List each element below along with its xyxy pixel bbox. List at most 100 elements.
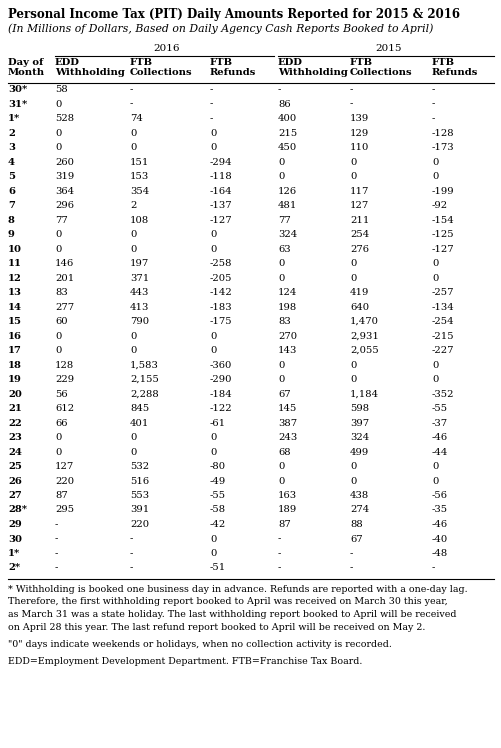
Text: -40: -40 <box>431 535 447 544</box>
Text: -254: -254 <box>431 317 454 326</box>
Text: -122: -122 <box>209 404 232 413</box>
Text: -: - <box>278 85 281 94</box>
Text: -183: -183 <box>209 302 232 311</box>
Text: 67: 67 <box>278 390 290 399</box>
Text: 0: 0 <box>55 245 61 254</box>
Text: 7: 7 <box>8 201 15 210</box>
Text: 198: 198 <box>278 302 297 311</box>
Text: 790: 790 <box>130 317 149 326</box>
Text: Day of
Month: Day of Month <box>8 58 45 77</box>
Text: Personal Income Tax (PIT) Daily Amounts Reported for 2015 & 2016: Personal Income Tax (PIT) Daily Amounts … <box>8 8 459 21</box>
Text: 29: 29 <box>8 520 22 529</box>
Text: -49: -49 <box>209 476 226 485</box>
Text: Therefore, the first withholding report booked to April was received on March 30: Therefore, the first withholding report … <box>8 598 447 607</box>
Text: 77: 77 <box>278 215 290 224</box>
Text: 220: 220 <box>130 520 149 529</box>
Text: -118: -118 <box>209 172 232 181</box>
Text: 189: 189 <box>278 506 297 515</box>
Text: 274: 274 <box>349 506 369 515</box>
Text: 0: 0 <box>278 375 284 384</box>
Text: 0: 0 <box>209 535 216 544</box>
Text: 108: 108 <box>130 215 149 224</box>
Text: 0: 0 <box>55 99 61 108</box>
Text: 354: 354 <box>130 186 149 195</box>
Text: 0: 0 <box>55 129 61 138</box>
Text: 1,470: 1,470 <box>349 317 378 326</box>
Text: -127: -127 <box>431 245 454 254</box>
Text: 0: 0 <box>431 375 437 384</box>
Text: -164: -164 <box>209 186 232 195</box>
Text: -55: -55 <box>209 491 225 500</box>
Text: -: - <box>349 549 353 558</box>
Text: 0: 0 <box>431 476 437 485</box>
Text: 0: 0 <box>349 158 356 167</box>
Text: -35: -35 <box>431 506 447 515</box>
Text: FTB
Refunds: FTB Refunds <box>209 58 256 77</box>
Text: 117: 117 <box>349 186 369 195</box>
Text: 0: 0 <box>130 245 136 254</box>
Text: 0: 0 <box>130 230 136 239</box>
Text: -: - <box>349 85 353 94</box>
Text: 553: 553 <box>130 491 149 500</box>
Text: 153: 153 <box>130 172 149 181</box>
Text: 83: 83 <box>278 317 290 326</box>
Text: -: - <box>278 549 281 558</box>
Text: 2,931: 2,931 <box>349 331 378 340</box>
Text: 270: 270 <box>278 331 297 340</box>
Text: 77: 77 <box>55 215 68 224</box>
Text: -175: -175 <box>209 317 232 326</box>
Text: 0: 0 <box>130 331 136 340</box>
Text: -: - <box>431 114 434 123</box>
Text: -142: -142 <box>209 288 232 297</box>
Text: -56: -56 <box>431 491 447 500</box>
Text: 27: 27 <box>8 491 22 500</box>
Text: 28*: 28* <box>8 506 27 515</box>
Text: 30*: 30* <box>8 85 27 94</box>
Text: 129: 129 <box>349 129 369 138</box>
Text: 56: 56 <box>55 390 68 399</box>
Text: 0: 0 <box>431 259 437 268</box>
Text: 516: 516 <box>130 476 149 485</box>
Text: 0: 0 <box>130 447 136 456</box>
Text: 0: 0 <box>349 172 356 181</box>
Text: 364: 364 <box>55 186 74 195</box>
Text: 0: 0 <box>55 447 61 456</box>
Text: -61: -61 <box>209 418 225 428</box>
Text: -: - <box>278 563 281 572</box>
Text: 371: 371 <box>130 274 149 283</box>
Text: 438: 438 <box>349 491 369 500</box>
Text: -: - <box>130 535 133 544</box>
Text: -: - <box>431 85 434 94</box>
Text: 254: 254 <box>349 230 369 239</box>
Text: -51: -51 <box>209 563 226 572</box>
Text: EDD
Withholding: EDD Withholding <box>55 58 125 77</box>
Text: 0: 0 <box>278 476 284 485</box>
Text: 8: 8 <box>8 215 15 224</box>
Text: 74: 74 <box>130 114 143 123</box>
Text: -294: -294 <box>209 158 232 167</box>
Text: -173: -173 <box>431 143 454 152</box>
Text: 296: 296 <box>55 201 74 210</box>
Text: EDD
Withholding: EDD Withholding <box>278 58 347 77</box>
Text: 127: 127 <box>55 462 74 471</box>
Text: 4: 4 <box>8 158 15 167</box>
Text: 124: 124 <box>278 288 297 297</box>
Text: -92: -92 <box>431 201 447 210</box>
Text: 1*: 1* <box>8 549 20 558</box>
Text: 63: 63 <box>278 245 290 254</box>
Text: 31*: 31* <box>8 99 27 108</box>
Text: -: - <box>349 563 353 572</box>
Text: 0: 0 <box>278 259 284 268</box>
Text: 2016: 2016 <box>153 44 179 53</box>
Text: 0: 0 <box>349 375 356 384</box>
Text: -227: -227 <box>431 346 453 355</box>
Text: 21: 21 <box>8 404 22 413</box>
Text: -: - <box>278 535 281 544</box>
Text: 60: 60 <box>55 317 68 326</box>
Text: -46: -46 <box>431 520 447 529</box>
Text: 23: 23 <box>8 433 22 442</box>
Text: 0: 0 <box>130 143 136 152</box>
Text: 0: 0 <box>209 346 216 355</box>
Text: 197: 197 <box>130 259 149 268</box>
Text: 845: 845 <box>130 404 149 413</box>
